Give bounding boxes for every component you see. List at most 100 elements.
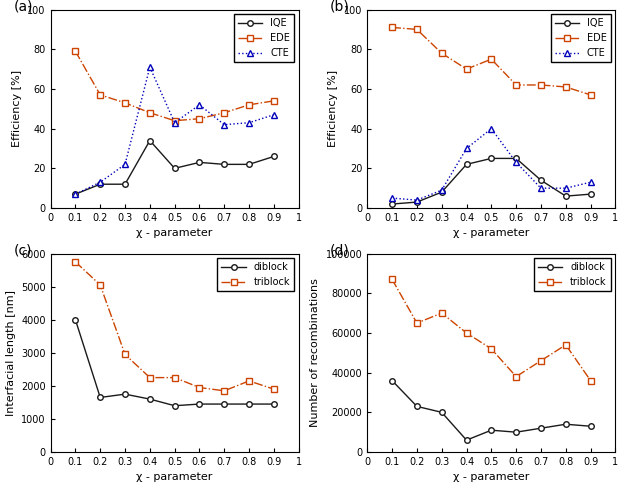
Line: EDE: EDE xyxy=(72,48,276,123)
Line: CTE: CTE xyxy=(389,125,594,203)
triblock xyxy=(413,320,421,326)
triblock xyxy=(388,276,396,282)
IQE xyxy=(146,138,154,143)
EDE xyxy=(388,24,396,30)
Text: (b): (b) xyxy=(330,0,350,14)
X-axis label: χ - parameter: χ - parameter xyxy=(453,228,530,239)
diblock xyxy=(487,427,495,433)
IQE xyxy=(171,165,178,171)
X-axis label: χ - parameter: χ - parameter xyxy=(137,472,213,483)
EDE xyxy=(537,82,545,88)
Text: (c): (c) xyxy=(13,244,32,258)
Line: triblock: triblock xyxy=(389,277,593,384)
CTE xyxy=(562,185,570,191)
CTE xyxy=(388,195,396,201)
triblock xyxy=(121,351,129,357)
diblock xyxy=(245,401,253,407)
Y-axis label: Number of recombinations: Number of recombinations xyxy=(310,278,320,427)
Text: (a): (a) xyxy=(13,0,33,14)
diblock xyxy=(146,396,154,402)
CTE xyxy=(146,64,154,70)
CTE xyxy=(97,179,104,185)
triblock xyxy=(512,374,520,380)
X-axis label: χ - parameter: χ - parameter xyxy=(137,228,213,239)
IQE xyxy=(413,199,421,205)
triblock xyxy=(438,310,446,316)
diblock xyxy=(388,378,396,384)
IQE xyxy=(537,177,545,183)
diblock xyxy=(72,317,79,323)
diblock xyxy=(97,394,104,400)
diblock xyxy=(562,421,570,427)
Line: EDE: EDE xyxy=(389,24,593,98)
IQE xyxy=(512,156,520,162)
triblock xyxy=(146,375,154,381)
EDE xyxy=(171,118,178,123)
CTE xyxy=(487,126,495,132)
diblock xyxy=(512,429,520,435)
EDE xyxy=(220,110,228,116)
triblock xyxy=(97,282,104,288)
EDE xyxy=(270,98,278,104)
CTE xyxy=(438,187,446,193)
Line: diblock: diblock xyxy=(389,378,593,443)
triblock xyxy=(537,358,545,364)
CTE xyxy=(463,145,470,151)
diblock xyxy=(196,401,203,407)
EDE xyxy=(196,116,203,122)
CTE xyxy=(587,179,594,185)
IQE xyxy=(121,181,129,187)
CTE xyxy=(537,185,545,191)
CTE xyxy=(171,120,178,125)
diblock xyxy=(413,404,421,409)
IQE xyxy=(388,201,396,207)
triblock xyxy=(171,375,178,381)
CTE xyxy=(512,160,520,165)
triblock xyxy=(72,259,79,265)
diblock xyxy=(121,391,129,397)
triblock xyxy=(562,342,570,348)
triblock xyxy=(270,386,278,392)
EDE xyxy=(72,48,79,54)
IQE xyxy=(97,181,104,187)
diblock xyxy=(537,425,545,431)
diblock xyxy=(220,401,228,407)
EDE xyxy=(487,56,495,62)
IQE xyxy=(587,191,594,197)
Line: IQE: IQE xyxy=(72,138,276,197)
Legend: diblock, triblock: diblock, triblock xyxy=(218,259,294,291)
diblock xyxy=(270,401,278,407)
Line: diblock: diblock xyxy=(72,317,276,408)
Line: CTE: CTE xyxy=(72,63,278,198)
triblock xyxy=(220,388,228,394)
EDE xyxy=(146,110,154,116)
triblock xyxy=(245,378,253,384)
IQE xyxy=(487,156,495,162)
diblock xyxy=(587,423,594,429)
EDE xyxy=(121,100,129,106)
IQE xyxy=(245,162,253,167)
Line: triblock: triblock xyxy=(72,259,276,394)
IQE xyxy=(220,162,228,167)
EDE xyxy=(438,50,446,56)
CTE xyxy=(72,191,79,197)
EDE xyxy=(463,66,470,72)
Y-axis label: Efficiency [%]: Efficiency [%] xyxy=(328,70,338,147)
EDE xyxy=(512,82,520,88)
CTE xyxy=(270,112,278,118)
triblock xyxy=(487,346,495,352)
IQE xyxy=(72,191,79,197)
EDE xyxy=(562,84,570,90)
CTE xyxy=(121,162,129,167)
Legend: IQE, EDE, CTE: IQE, EDE, CTE xyxy=(551,15,610,62)
CTE xyxy=(220,122,228,127)
Legend: IQE, EDE, CTE: IQE, EDE, CTE xyxy=(234,15,294,62)
Y-axis label: Efficiency [%]: Efficiency [%] xyxy=(12,70,22,147)
EDE xyxy=(587,92,594,98)
EDE xyxy=(413,26,421,32)
diblock xyxy=(463,437,470,443)
triblock xyxy=(587,378,594,384)
Y-axis label: Interfacial length [nm]: Interfacial length [nm] xyxy=(6,290,16,416)
Text: (d): (d) xyxy=(330,244,350,258)
EDE xyxy=(245,102,253,108)
